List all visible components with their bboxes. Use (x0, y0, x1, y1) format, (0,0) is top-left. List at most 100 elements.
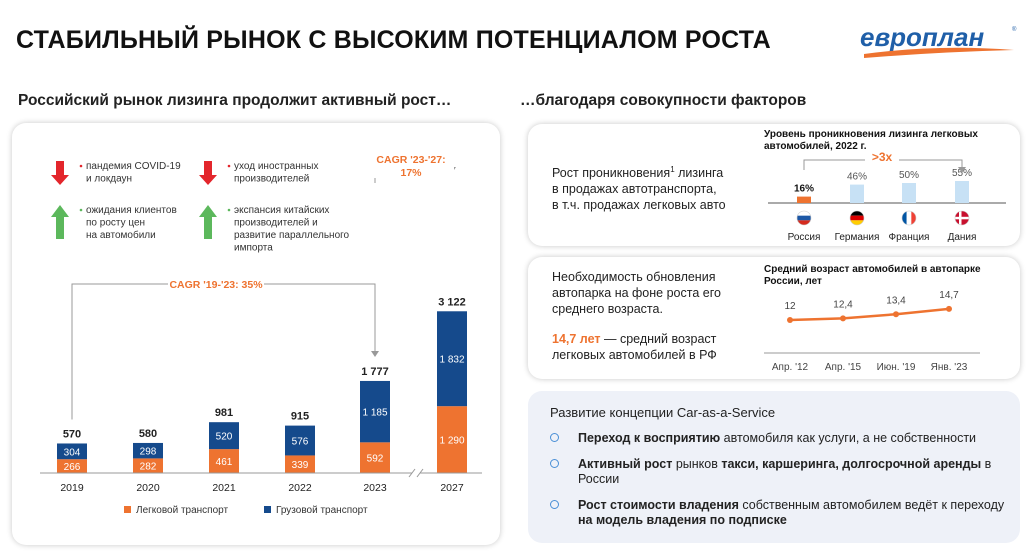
bar-total-label: 981 (215, 407, 233, 419)
factor-text-line: ожидания клиентов (86, 205, 177, 216)
flag-cross (955, 216, 969, 220)
x-tick-label: 2019 (60, 482, 84, 494)
country-label: Россия (788, 232, 821, 243)
bar-value-passenger: 266 (64, 462, 81, 473)
country-label: Дания (948, 232, 977, 243)
cagr-23-27-value: 17% (400, 167, 422, 179)
penetration-card: Рост проникновения1 лизинга в продажах а… (528, 124, 1020, 246)
factor-text-line: пандемия COVID-19 (86, 161, 181, 172)
bar-truck (285, 425, 315, 456)
age-x-label: Апр. '12 (772, 362, 809, 373)
factor-text-line: производителей (234, 174, 309, 185)
age-value-label: 12 (784, 301, 796, 312)
bar-total-label: 1 777 (361, 366, 389, 378)
flag-stripe (850, 215, 864, 221)
axis-break-mark (408, 468, 416, 478)
germany-flag (850, 211, 864, 225)
caas-title: Развитие концепции Car-as-a-Service (550, 405, 776, 420)
bullet-icon (550, 458, 559, 468)
caas-item: Активный рост рынков такси, каршеринга, … (550, 457, 1010, 488)
x-tick-label: 2020 (136, 482, 160, 494)
france-flag (902, 211, 916, 225)
x-tick-label: 2021 (212, 482, 236, 494)
factor-bullet-icon (79, 208, 83, 212)
pen-bar (797, 196, 811, 203)
factor-bullet-icon (227, 208, 231, 212)
bar-passenger (360, 442, 390, 473)
bar-total-label: 580 (139, 428, 157, 440)
x-tick-label: 2022 (288, 482, 312, 494)
pen-bar (850, 184, 864, 203)
legend-truck-swatch (264, 506, 271, 513)
cagr-arrow-icon (371, 350, 379, 357)
left-subtitle: Российский рынок лизинга продолжит актив… (18, 92, 452, 109)
fleet-age-chart: 12 Апр. '12 12,4 Апр. '15 13,4 Июн. '19 14,7 Ян… (764, 290, 980, 373)
bar-truck (360, 380, 390, 443)
bar-value-truck: 1 185 (362, 408, 387, 419)
bar-value-passenger: 282 (140, 462, 157, 473)
bar-total-label: 3 122 (438, 296, 466, 308)
factor-text: ожидания клиентов по росту цен на автомоби… (86, 205, 177, 241)
russia-flag (797, 211, 811, 225)
age-point (787, 317, 793, 323)
age-point (893, 311, 899, 318)
page-title: СТАБИЛЬНЫЙ РЫНОК С ВЫСОКИМ ПОТЕНЦИАЛОМ Р… (16, 26, 771, 54)
country-label: Германия (835, 232, 880, 243)
bar-passenger (209, 449, 239, 473)
penetration-text: Рост проникновения1 лизинга в продажах а… (552, 165, 726, 213)
up-arrow-icon (51, 205, 69, 239)
factor-text-line: экспансия китайских (234, 205, 329, 216)
leasing-market-card: пандемия COVID-19 и локдаун уход иностранн… (12, 123, 500, 545)
age-x-label: Апр. '15 (825, 362, 862, 373)
right-subtitle: …благодаря совокупности факторов (520, 92, 807, 109)
penetration-chart-title: Уровень проникновения лизинга легковых а… (764, 129, 978, 152)
age-value-label: 14,7 (939, 290, 959, 301)
bar-value-truck: 1 832 (439, 355, 464, 366)
europlan-logo: европлан ® (860, 22, 1017, 58)
bar-passenger (133, 458, 163, 473)
bullet-icon (550, 499, 559, 509)
fleet-age-chart-title: Средний возраст автомобилей в автопарке … (764, 264, 981, 287)
caas-item: Переход к восприятию автомобиля как услу… (550, 431, 1010, 447)
factor-text-line: уход иностранных (234, 161, 318, 172)
bar-value-passenger: 1 290 (439, 436, 464, 447)
axis-break-mark (416, 468, 424, 478)
flag-outline (954, 210, 970, 226)
pen-bar-label: 55% (952, 168, 972, 179)
age-value-label: 13,4 (886, 295, 906, 306)
bar-value-passenger: 339 (292, 460, 309, 471)
legend-truck-label: Грузовой транспорт (276, 505, 368, 516)
axis-break-gap (412, 469, 420, 477)
legend-passenger-label: Легковой транспорт (136, 505, 228, 516)
bar-value-passenger: 461 (216, 457, 233, 468)
factor-bullet-icon (79, 164, 83, 168)
pen-bar (955, 181, 969, 203)
bar-value-truck: 576 (292, 437, 309, 448)
factor-text: уход иностранных производителей (234, 161, 318, 185)
factor-text-line: по росту цен (86, 218, 145, 229)
multiplier-bg (865, 150, 899, 164)
bar-total-label: 570 (63, 428, 81, 440)
cagr-23-27-label: CAGR '23-'27: (376, 154, 445, 166)
age-x-label: Янв. '23 (931, 362, 968, 373)
bar-value-truck: 298 (140, 447, 157, 458)
factor-bullet-icon (227, 164, 231, 168)
bar-value-truck: 520 (216, 432, 233, 443)
caas-card: Развитие концепции Car-as-a-Service Пере… (528, 391, 1020, 543)
x-tick-label: 2023 (363, 482, 387, 494)
age-point (946, 305, 952, 312)
country-label: Франция (889, 232, 930, 243)
bar-total-label: 915 (291, 411, 309, 423)
bar-truck (209, 422, 239, 450)
pen-bar (902, 183, 916, 203)
flag-stripe (797, 211, 811, 216)
bar-truck (57, 443, 87, 460)
leasing-market-chart: пандемия COVID-19 и локдаун уход иностранн… (40, 150, 482, 516)
caas-list: Переход к восприятию автомобиля как услу… (550, 431, 1010, 539)
factor-text-line: импорта (234, 243, 273, 254)
cagr-label-bg (168, 276, 264, 292)
age-x-label: Июн. '19 (877, 362, 916, 373)
factor-text-line: на автомобили (86, 229, 156, 241)
bar-value-passenger: 592 (367, 454, 384, 465)
